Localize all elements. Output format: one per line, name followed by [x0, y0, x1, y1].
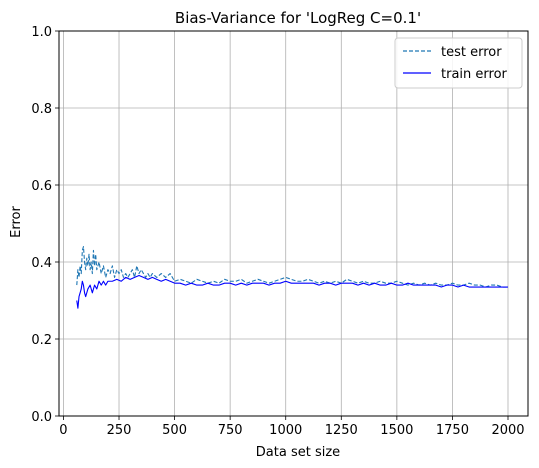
y-tick-label: 0.6 [31, 179, 52, 194]
legend-box [394, 37, 523, 89]
y-tick-label: 0.2 [31, 333, 52, 348]
y-tick-label: 0.8 [31, 102, 52, 117]
y-tick-label: 0.0 [31, 410, 52, 425]
series-layer [76, 246, 508, 309]
x-tick-label: 0 [59, 423, 67, 438]
legend: test error train error [394, 37, 523, 89]
x-tick-label: 1500 [380, 423, 413, 438]
plot-frame [58, 30, 529, 417]
legend-label-0: test error [441, 45, 502, 60]
x-tick-label: 2000 [491, 423, 524, 438]
x-tick-label: 500 [162, 423, 187, 438]
x-tick-label: 1250 [325, 423, 358, 438]
grid [59, 30, 528, 417]
x-tick-label: 1750 [436, 423, 469, 438]
x-tick-label: 750 [218, 423, 243, 438]
y-axis-label: Error [9, 206, 24, 238]
y-tick-label: 1.0 [31, 25, 52, 40]
x-axis-label: Data set size [256, 445, 340, 460]
y-tick-label: 0.4 [31, 256, 52, 271]
x-tick-label: 250 [107, 423, 132, 438]
ticks: 0 250 500 750 1000 1250 1500 1750 2000 0.0 0.2 0.4 0… [31, 25, 524, 438]
series-line-1 [76, 274, 508, 309]
x-tick-label: 1000 [269, 423, 302, 438]
legend-label-1: train error [441, 67, 508, 82]
chart-title: Bias-Variance for 'LogReg C=0.1' [175, 9, 421, 27]
series-line-0 [76, 246, 508, 288]
